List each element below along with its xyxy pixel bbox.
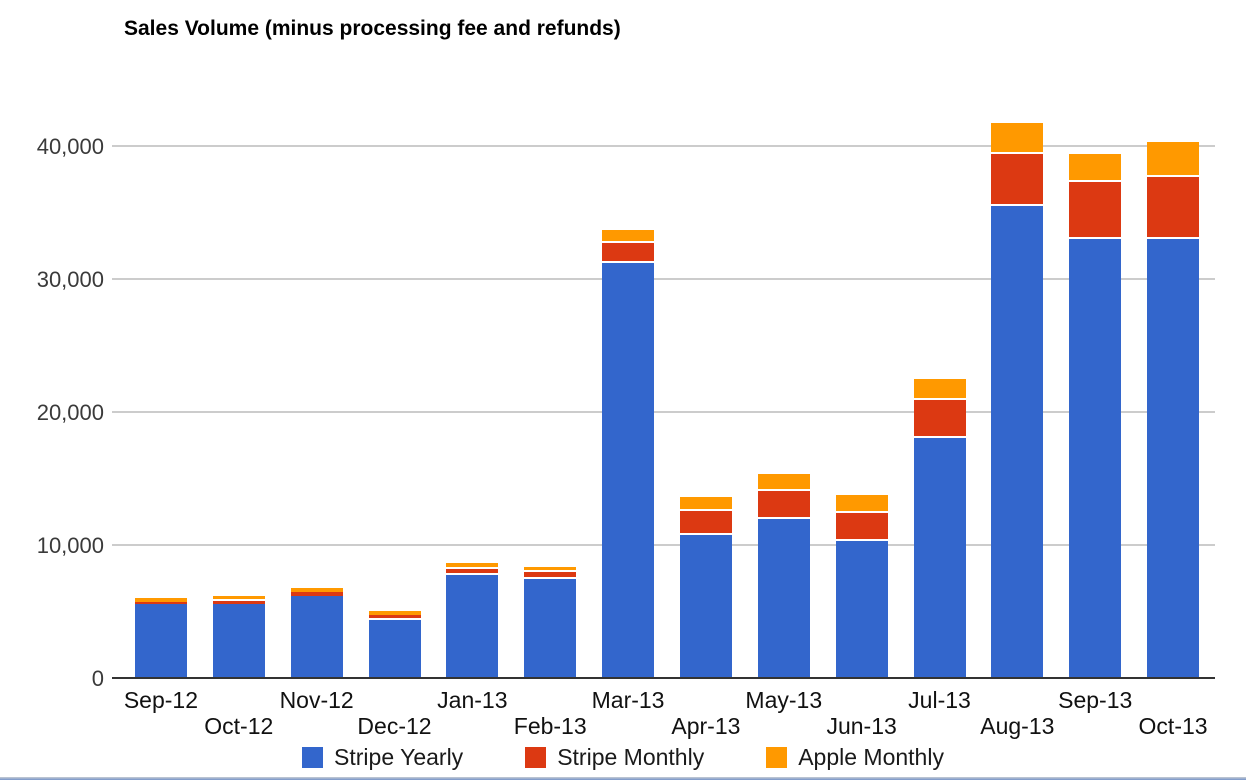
legend-swatch [766, 747, 788, 768]
bar-segment-stripe-monthly [212, 600, 265, 604]
bar-segment-apple-monthly [134, 598, 187, 602]
bar-segment-stripe-monthly [290, 591, 343, 596]
legend-item-stripe-yearly: Stripe Yearly [302, 744, 463, 771]
bar-segment-apple-monthly [368, 611, 421, 616]
x-axis-line [112, 677, 1215, 679]
bar-segment-stripe-monthly [602, 243, 655, 264]
y-axis-label: 40,000 [36, 134, 104, 159]
bar-segment-apple-monthly [913, 379, 966, 400]
bar-segment-apple-monthly [679, 497, 732, 511]
bar-segment-apple-monthly [524, 567, 577, 573]
bar-segment-stripe-yearly [1147, 239, 1200, 677]
bottom-rule [0, 777, 1246, 780]
bar-segment-stripe-monthly [991, 153, 1044, 206]
bar-segment-stripe-monthly [679, 510, 732, 535]
bar-segment-stripe-yearly [757, 518, 810, 677]
bar-segment-apple-monthly [212, 596, 265, 601]
bar-segment-stripe-yearly [368, 619, 421, 677]
x-axis-label: Mar-13 [591, 687, 665, 713]
chart-title: Sales Volume (minus processing fee and r… [124, 17, 621, 40]
bar-segment-apple-monthly [602, 230, 655, 244]
bar-segment-stripe-monthly [446, 568, 499, 575]
y-axis-label: 20,000 [36, 400, 104, 425]
gridline [112, 411, 1215, 413]
bar-segment-stripe-yearly [913, 437, 966, 677]
legend-label: Stripe Yearly [334, 744, 464, 770]
bar-segment-stripe-yearly [602, 263, 655, 677]
bar-segment-stripe-monthly [1147, 176, 1200, 240]
bar-segment-stripe-monthly [757, 491, 810, 519]
bar-segment-stripe-yearly [290, 595, 343, 677]
legend-item-apple-monthly: Apple Monthly [766, 744, 944, 771]
bar-segment-stripe-yearly [134, 603, 187, 677]
x-axis-label: Jul-13 [908, 687, 971, 713]
gridline [112, 544, 1215, 546]
legend-label: Apple Monthly [798, 744, 944, 770]
x-axis-label: Nov-12 [279, 687, 354, 713]
bar-segment-stripe-yearly [991, 205, 1044, 677]
legend-swatch [525, 747, 547, 768]
bar-segment-stripe-yearly [446, 574, 499, 677]
x-axis-label: Dec-12 [357, 713, 432, 739]
bar-segment-apple-monthly [757, 473, 810, 492]
legend-item-stripe-monthly: Stripe Monthly [525, 744, 704, 771]
bar-segment-stripe-yearly [1069, 239, 1122, 677]
bar-segment-stripe-monthly [913, 399, 966, 438]
x-axis-label: Jun-13 [826, 713, 897, 739]
legend-label: Stripe Monthly [557, 744, 705, 770]
bar-segment-stripe-monthly [368, 615, 421, 620]
bar-segment-apple-monthly [1147, 142, 1200, 177]
bar-segment-apple-monthly [290, 588, 343, 592]
x-axis-label: Oct-13 [1138, 713, 1208, 739]
x-axis-label: Apr-13 [671, 713, 741, 739]
x-axis-label: Feb-13 [513, 713, 587, 739]
bar-segment-stripe-yearly [835, 541, 888, 677]
x-axis-label: Aug-13 [980, 713, 1055, 739]
x-axis-label: Sep-13 [1058, 687, 1133, 713]
bar-segment-apple-monthly [835, 495, 888, 514]
x-axis-label: Oct-12 [204, 713, 274, 739]
y-axis-label: 30,000 [36, 267, 104, 292]
bar-segment-stripe-yearly [679, 534, 732, 677]
bar-segment-apple-monthly [446, 563, 499, 569]
y-axis-label: 0 [91, 666, 104, 691]
legend-swatch [302, 747, 324, 768]
bar-segment-apple-monthly [991, 123, 1044, 154]
bar-segment-stripe-monthly [134, 601, 187, 604]
legend: Stripe Yearly Stripe Monthly Apple Monthly [0, 744, 1246, 771]
bar-segment-apple-monthly [1069, 153, 1122, 182]
x-axis-label: Sep-12 [123, 687, 198, 713]
bar-segment-stripe-monthly [835, 513, 888, 542]
gridline [112, 145, 1215, 147]
bar-segment-stripe-yearly [524, 579, 577, 677]
x-axis-label: Jan-13 [437, 687, 508, 713]
bar-segment-stripe-monthly [1069, 181, 1122, 240]
x-axis-label: May-13 [745, 687, 823, 713]
gridline [112, 278, 1215, 280]
y-axis-label: 10,000 [36, 533, 104, 558]
bar-segment-stripe-yearly [212, 603, 265, 677]
bar-segment-stripe-monthly [524, 572, 577, 580]
